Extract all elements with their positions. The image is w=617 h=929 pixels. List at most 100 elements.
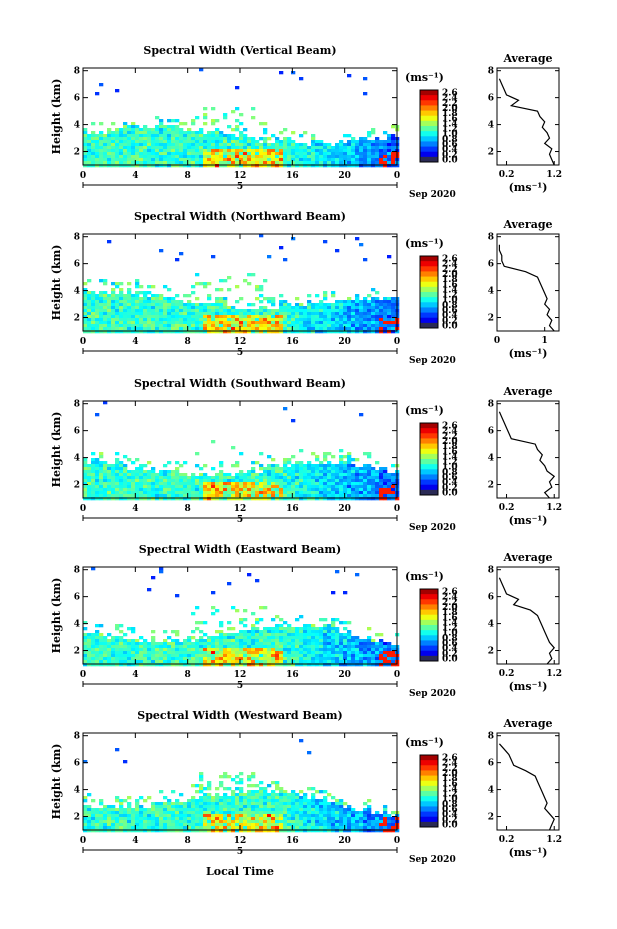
heat-cell bbox=[171, 645, 176, 649]
heat-cell bbox=[259, 285, 264, 289]
heat-cell bbox=[223, 654, 228, 658]
heat-cell bbox=[147, 161, 152, 165]
heat-cell bbox=[199, 315, 204, 319]
colorbar-tick-label: 1.6 bbox=[442, 613, 458, 623]
heat-cell bbox=[275, 321, 280, 325]
heat-cell bbox=[215, 657, 220, 661]
heat-cell bbox=[311, 630, 316, 634]
heat-cell bbox=[343, 312, 348, 316]
heat-cell bbox=[311, 452, 316, 456]
avg-y-tick-label: 4 bbox=[488, 121, 494, 131]
heat-cell bbox=[263, 654, 268, 658]
heat-cell bbox=[247, 479, 252, 483]
heat-cell bbox=[159, 303, 164, 307]
heat-cell bbox=[91, 823, 96, 827]
heat-cell bbox=[271, 318, 276, 322]
heat-cell bbox=[319, 164, 324, 168]
heat-cell bbox=[159, 663, 164, 667]
heat-cell bbox=[363, 808, 368, 812]
heat-cell bbox=[211, 152, 216, 156]
heat-cell bbox=[279, 648, 284, 652]
heat-cell bbox=[147, 149, 152, 153]
heat-cell bbox=[95, 315, 100, 319]
heat-cell bbox=[179, 131, 184, 135]
heat-cell bbox=[247, 790, 252, 794]
heat-cell bbox=[119, 473, 124, 477]
heat-cell bbox=[211, 639, 216, 643]
heat-cell bbox=[375, 324, 380, 328]
heat-cell bbox=[143, 131, 148, 135]
heat-cell bbox=[179, 817, 184, 821]
heat-cell bbox=[287, 161, 292, 165]
heat-cell bbox=[331, 805, 336, 809]
heat-cell bbox=[243, 312, 248, 316]
heat-cell bbox=[347, 621, 352, 625]
heat-cell bbox=[251, 315, 256, 319]
heat-cell bbox=[287, 654, 292, 658]
heat-cell bbox=[367, 134, 372, 138]
heat-cell bbox=[135, 303, 140, 307]
heat-cell bbox=[179, 164, 184, 168]
heat-cell bbox=[339, 636, 344, 640]
heat-cell bbox=[159, 125, 164, 129]
heat-cell bbox=[107, 134, 112, 138]
heat-cell bbox=[127, 131, 132, 135]
colorbar-tick-label: 0.2 bbox=[442, 150, 458, 160]
heat-cell bbox=[99, 657, 104, 661]
heat-cell bbox=[171, 470, 176, 474]
colorbar-swatch bbox=[420, 312, 438, 319]
heat-cell bbox=[183, 143, 188, 147]
heat-cell bbox=[239, 651, 244, 655]
heat-cell bbox=[151, 470, 156, 474]
heat-cell bbox=[139, 297, 144, 301]
heat-cell bbox=[295, 651, 300, 655]
heat-cell bbox=[363, 321, 368, 325]
heat-cell bbox=[275, 648, 280, 652]
heat-cell bbox=[235, 161, 240, 165]
colorbar-tick-label: 1.0 bbox=[442, 130, 458, 140]
heat-cell bbox=[223, 808, 228, 812]
heat-cell bbox=[239, 817, 244, 821]
colorbar-swatch bbox=[420, 464, 438, 470]
heat-cell bbox=[327, 321, 332, 325]
heat-cell bbox=[247, 651, 252, 655]
heat-cell bbox=[331, 796, 336, 800]
heat-cell bbox=[151, 297, 156, 301]
heat-cell bbox=[87, 663, 92, 667]
heatmap bbox=[83, 234, 400, 334]
heat-cell bbox=[175, 303, 180, 307]
heat-cell bbox=[199, 324, 204, 328]
heat-cell bbox=[159, 817, 164, 821]
heat-cell bbox=[255, 330, 260, 334]
heat-cell bbox=[191, 161, 196, 165]
heat-cell bbox=[323, 330, 328, 334]
heat-cell bbox=[107, 318, 112, 322]
heat-cell bbox=[303, 651, 308, 655]
heat-cell bbox=[115, 309, 120, 313]
heat-cell bbox=[263, 630, 268, 634]
heat-cell bbox=[387, 149, 392, 153]
heat-cell bbox=[115, 315, 120, 319]
heat-cell bbox=[219, 476, 224, 480]
heat-cell bbox=[343, 811, 348, 815]
heat-cell bbox=[107, 315, 112, 319]
heat-cell bbox=[107, 140, 112, 144]
heat-cell bbox=[247, 164, 252, 168]
heat-cell bbox=[91, 300, 96, 304]
heat-cell bbox=[187, 140, 192, 144]
heat-cell bbox=[111, 651, 116, 655]
heat-cell bbox=[207, 330, 212, 334]
heat-cell bbox=[211, 814, 216, 818]
heat-cell bbox=[367, 627, 372, 631]
heat-cell bbox=[339, 820, 344, 824]
heat-cell bbox=[263, 606, 268, 610]
heat-cell bbox=[259, 452, 264, 456]
heat-cell bbox=[123, 143, 128, 147]
heat-cell bbox=[323, 488, 328, 492]
heat-cell bbox=[303, 811, 308, 815]
heat-cell bbox=[163, 128, 168, 132]
heat-cell bbox=[131, 630, 136, 634]
heat-cell bbox=[219, 161, 224, 165]
heat-cell bbox=[327, 811, 332, 815]
heat-cell bbox=[159, 158, 164, 162]
